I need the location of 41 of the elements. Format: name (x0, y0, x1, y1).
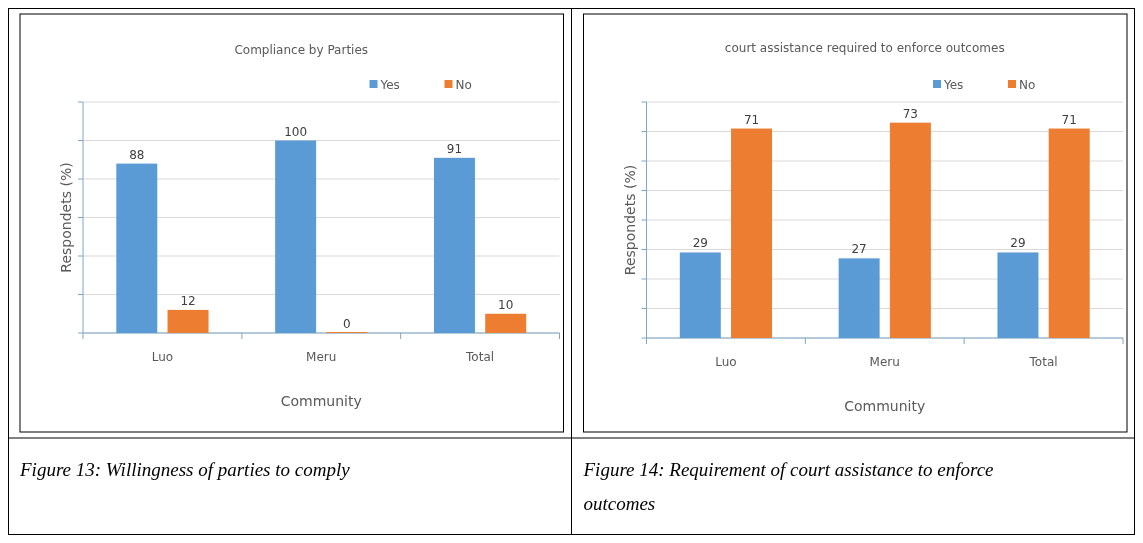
data-label: 88 (129, 147, 145, 162)
data-label: 10 (498, 297, 514, 312)
data-label: 27 (851, 242, 867, 257)
bar (485, 313, 527, 333)
x-tick-label: Meru (306, 350, 337, 364)
data-label: 91 (446, 141, 463, 156)
data-label: 71 (1061, 112, 1077, 127)
data-label: 71 (743, 112, 760, 127)
chart-title: Compliance by Parties (234, 43, 369, 57)
x-tick-label: Total (465, 350, 495, 364)
bar (275, 140, 317, 333)
caption: Figure 14: Requirement of court assistance to enforce outcomes (582, 459, 994, 514)
legend-label: No (455, 78, 472, 92)
y-axis-title: Respondets (%) (621, 164, 638, 276)
bar (838, 258, 880, 338)
bar (116, 163, 158, 333)
legend-label: Yes (379, 78, 400, 92)
legend-label: Yes (943, 78, 964, 92)
chart-title: court assistance required to enforce outcomes (724, 41, 1005, 55)
data-label: 0 (343, 317, 351, 331)
x-axis-title: Community (844, 398, 926, 414)
x-tick-label: Meru (869, 355, 900, 369)
x-tick-label: Total (1028, 355, 1058, 369)
x-tick-label: Luo (715, 355, 737, 369)
x-axis-title: Community (280, 393, 362, 409)
data-label: 29 (692, 236, 708, 251)
data-label: 12 (180, 293, 196, 308)
y-axis-title: Respondets (%) (58, 162, 74, 273)
bar (679, 252, 721, 338)
legend-label: No (1019, 78, 1036, 92)
x-tick-label: Luo (151, 350, 174, 364)
data-label: 29 (1010, 236, 1026, 251)
bar (433, 157, 475, 333)
bar (731, 128, 773, 338)
bar (1048, 128, 1090, 338)
data-label: 73 (902, 106, 919, 121)
bar (997, 252, 1039, 338)
bar (889, 122, 931, 338)
caption: Figure 13: Willingness of parties to comply (19, 459, 351, 480)
bar (167, 309, 209, 333)
data-label: 100 (284, 124, 308, 139)
